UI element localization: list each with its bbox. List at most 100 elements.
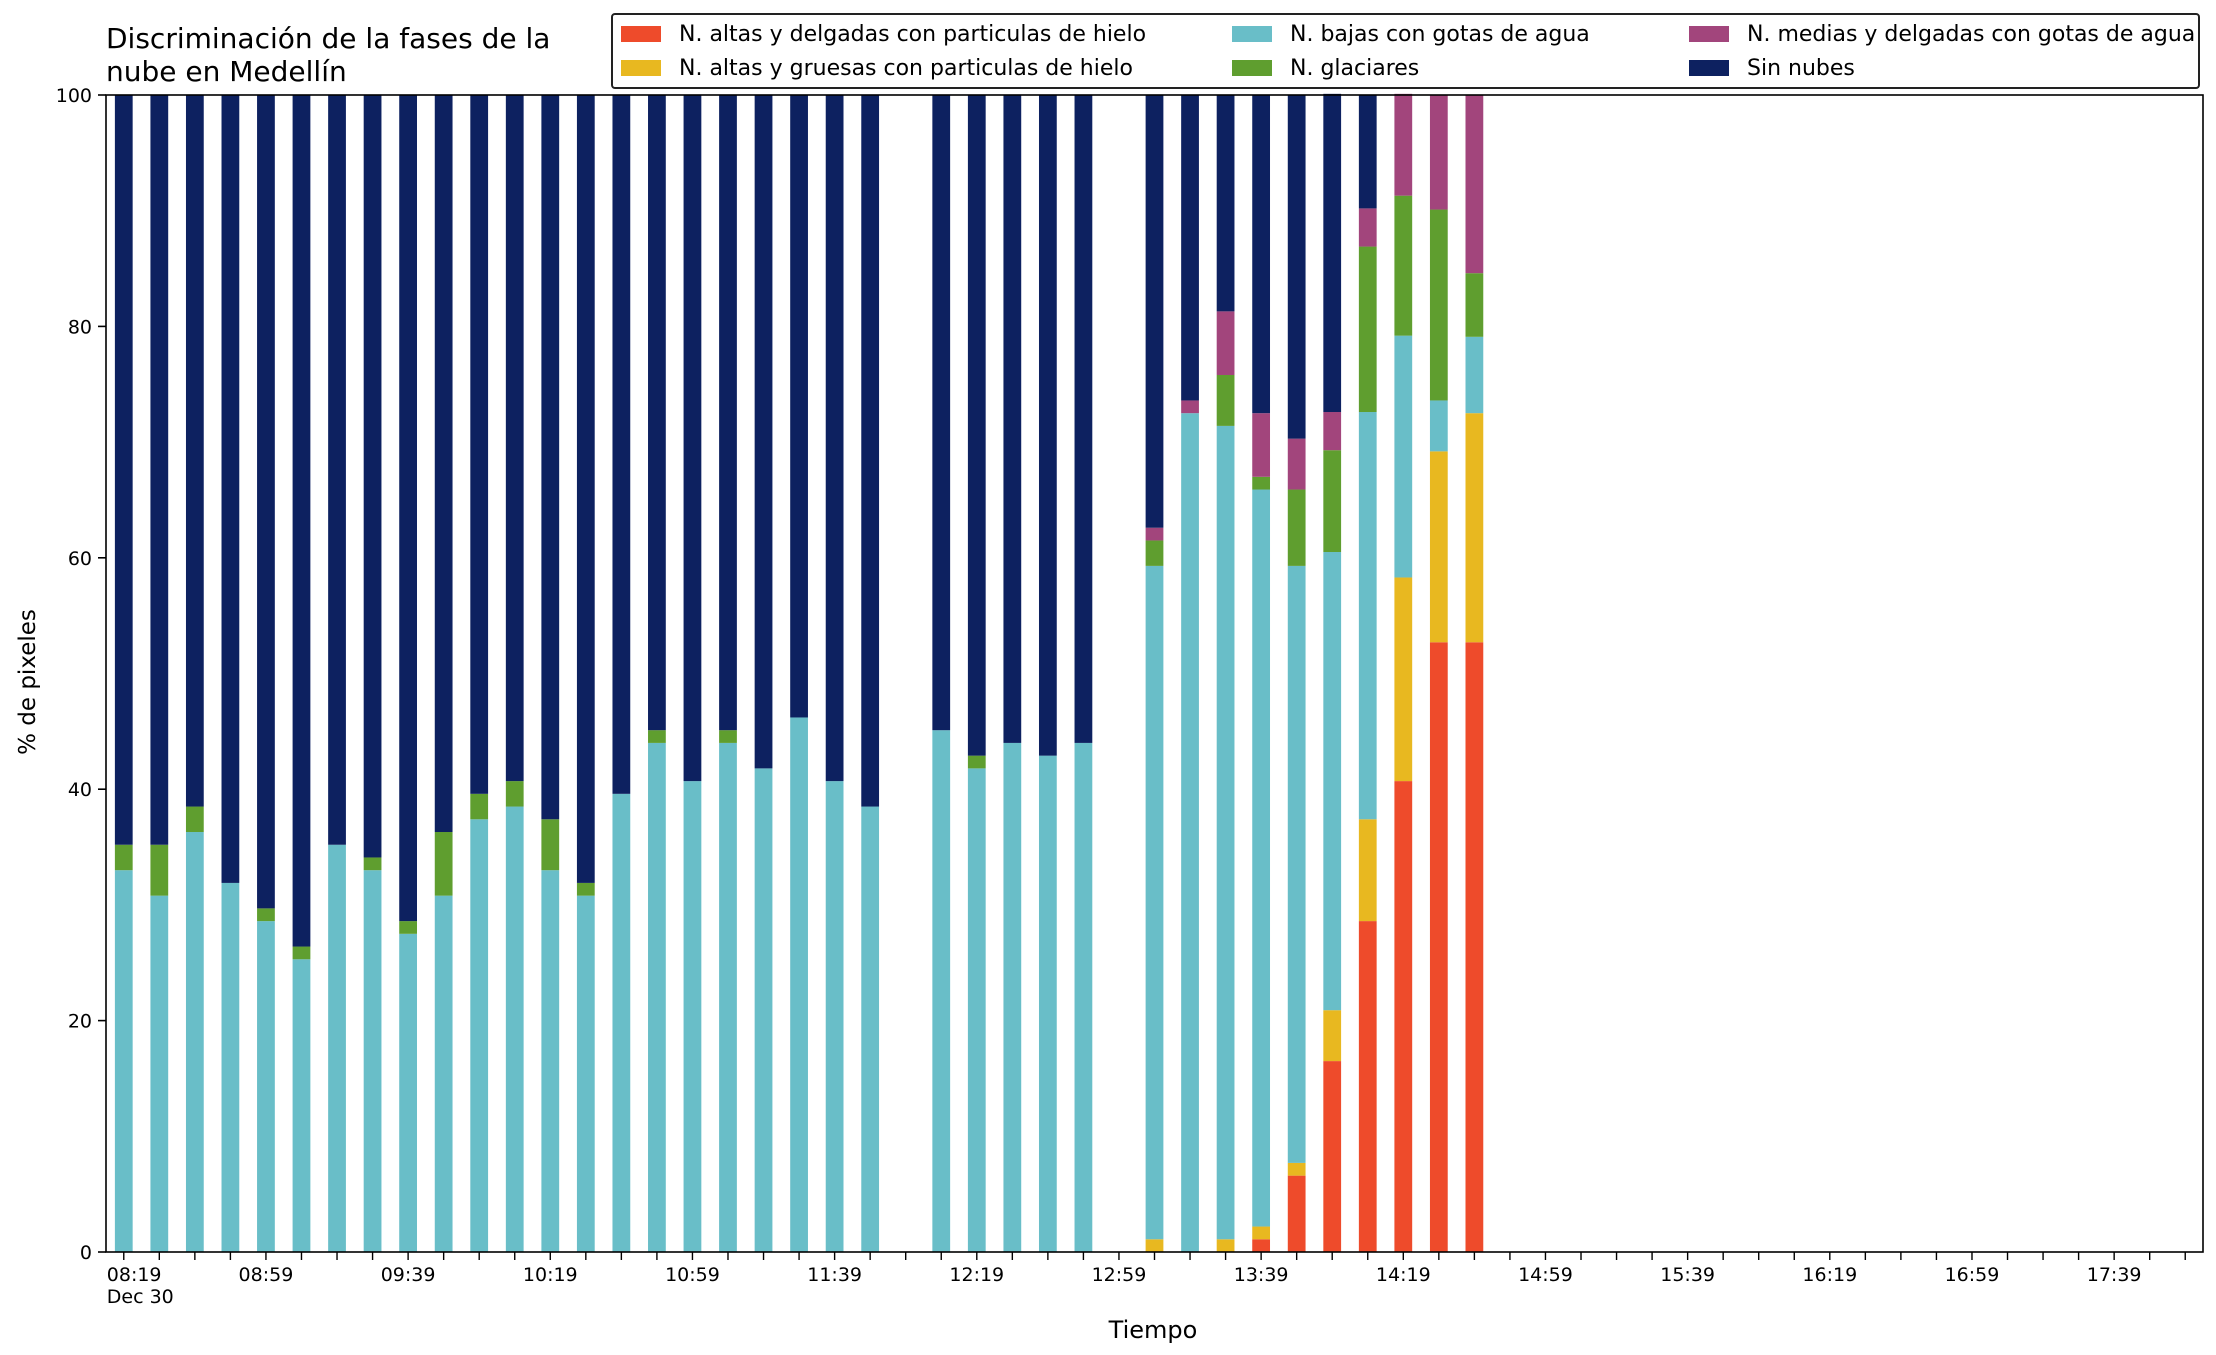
y-tick-label: 100: [56, 85, 92, 107]
bar-segment: [648, 730, 666, 743]
bar-segment: [114, 95, 133, 845]
bar-segment: [150, 895, 169, 1252]
legend-label: Sin nubes: [1747, 55, 1855, 81]
bar-segment: [1465, 95, 1484, 274]
x-tick-label: 16:19: [1802, 1264, 1857, 1286]
x-axis-label: Tiempo: [1108, 1316, 1198, 1344]
bar-segment: [1358, 208, 1377, 247]
legend-label: N. altas y gruesas con particulas de hie…: [679, 55, 1133, 81]
bar-segment: [1145, 540, 1164, 566]
bar-segment: [434, 895, 453, 1252]
bar-segment: [1074, 742, 1093, 1252]
bar-segment: [257, 921, 275, 1252]
legend-label: N. altas y delgadas con particulas de hi…: [679, 21, 1147, 47]
bar-segment: [1465, 336, 1484, 414]
legend-label: N. bajas con gotas de agua: [1290, 21, 1590, 47]
x-tick-label: 08:19 Dec 30: [107, 1264, 174, 1308]
legend-swatch: [621, 60, 661, 76]
bar-segment: [541, 870, 560, 1252]
legend-swatch: [1689, 26, 1729, 42]
bar-segment: [541, 95, 560, 820]
bar-segment: [328, 844, 346, 1252]
bar-segment: [399, 933, 417, 1252]
bar-segment: [1216, 425, 1235, 1240]
bar-segment: [434, 832, 453, 896]
bar-segment: [505, 95, 524, 782]
bar-segment: [1145, 527, 1164, 541]
bar-segment: [363, 95, 382, 858]
legend-item: N. medias y delgadas con gotas de agua: [1689, 17, 2195, 51]
bar-segment: [1252, 489, 1271, 1227]
bar-segment: [1287, 1175, 1306, 1252]
bar-segment: [719, 742, 737, 1252]
x-tick-label: 14:59: [1518, 1264, 1573, 1286]
bar-segment: [612, 95, 631, 794]
bar-segment: [150, 95, 169, 845]
legend-item: Sin nubes: [1689, 51, 1855, 85]
bar-segment: [825, 95, 844, 782]
bar-segment: [576, 895, 595, 1252]
x-tick-label: 12:59: [1092, 1264, 1147, 1286]
x-tick-label: 13:39: [1234, 1264, 1289, 1286]
bar-segment: [470, 819, 489, 1252]
x-tick-label: 10:59: [665, 1264, 720, 1286]
bar-segment: [1287, 438, 1306, 490]
bar-segment: [114, 870, 133, 1252]
bar-segment: [683, 95, 702, 782]
bar-segment: [505, 806, 524, 1252]
bar-segment: [719, 730, 737, 743]
x-tick-label: 10:19: [523, 1264, 578, 1286]
bar-segment: [576, 95, 595, 883]
x-tick-label: 12:19: [949, 1264, 1004, 1286]
x-tick-label: 08:59: [239, 1264, 294, 1286]
bar-segment: [257, 95, 275, 909]
bar-segment: [1394, 335, 1413, 578]
bar-segment: [328, 95, 346, 845]
x-tick-label: 16:59: [1945, 1264, 2000, 1286]
bar-segment: [967, 755, 986, 769]
y-tick-label: 20: [68, 1011, 92, 1033]
bar-segment: [1181, 95, 1199, 401]
legend-item: N. glaciares: [1232, 51, 1419, 85]
bar-segment: [1287, 1162, 1306, 1176]
bar-segment: [612, 793, 631, 1252]
bar-segment: [1358, 819, 1377, 922]
bar-segment: [1465, 413, 1484, 643]
bar-segment: [1216, 95, 1235, 312]
bar-segment: [1429, 95, 1448, 210]
y-axis: 0 20 40 60 80 100: [56, 85, 106, 1264]
bar-segment: [1145, 1239, 1164, 1252]
bar-segment: [790, 95, 808, 718]
bar-segment: [185, 806, 204, 833]
bar-segment: [861, 806, 880, 1252]
bar-segment: [1358, 95, 1377, 209]
bar-segment: [719, 95, 737, 731]
legend-label: N. medias y delgadas con gotas de agua: [1747, 21, 2196, 47]
bar-segment: [470, 95, 489, 794]
bar-segment: [1252, 476, 1271, 490]
bar-segment: [1038, 755, 1057, 1252]
legend: N. altas y delgadas con particulas de hi…: [611, 13, 2200, 89]
bar-segment: [1074, 95, 1093, 743]
bar-segment: [1429, 642, 1448, 1252]
x-tick-label: 11:39: [807, 1264, 862, 1286]
y-tick-label: 40: [68, 779, 92, 801]
bar-segment: [967, 768, 986, 1252]
bar-segment: [790, 717, 808, 1252]
x-tick-label: 15:39: [1660, 1264, 1715, 1286]
bar-segment: [1358, 921, 1377, 1252]
x-tick-label: 09:39: [381, 1264, 436, 1286]
bar-segment: [1323, 1010, 1342, 1062]
bar-segment: [1429, 400, 1448, 452]
bar-segment: [292, 959, 311, 1252]
bar-segment: [1323, 412, 1342, 451]
bar-segment: [505, 781, 524, 807]
bar-segment: [363, 857, 382, 871]
bar-segment: [1003, 95, 1022, 743]
legend-swatch: [621, 26, 661, 42]
legend-swatch: [1232, 26, 1272, 42]
bar-segment: [1394, 195, 1413, 336]
bar-segment: [399, 921, 417, 934]
bar-segment: [1323, 1061, 1342, 1252]
